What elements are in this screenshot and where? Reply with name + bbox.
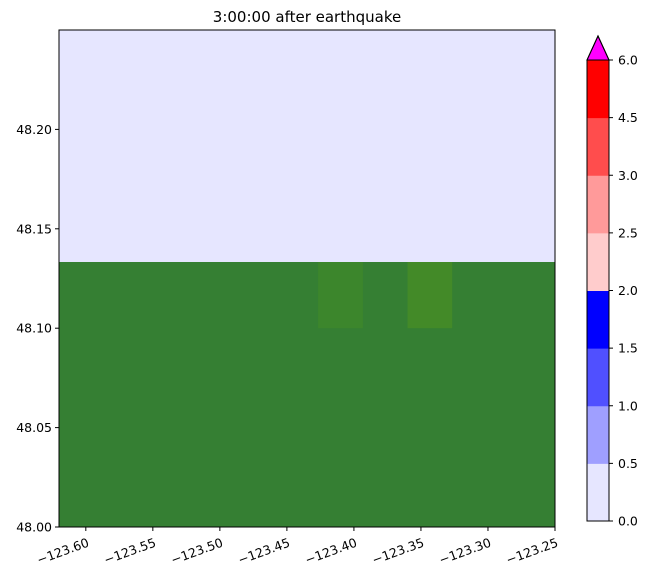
colorbar-segment xyxy=(587,117,609,176)
colorbar-tick-label: 2.5 xyxy=(618,225,638,240)
plot-area xyxy=(58,29,556,528)
x-tick-label: −123.45 xyxy=(236,535,292,568)
colorbar-segment xyxy=(587,290,609,349)
colorbar-frame xyxy=(586,34,610,522)
colorbar-segment xyxy=(587,348,609,407)
colorbar-segment xyxy=(587,405,609,464)
colorbar-segment xyxy=(587,232,609,291)
y-tick-label: 48.15 xyxy=(16,221,52,236)
colorbar-tick-label: 3.0 xyxy=(618,168,638,183)
x-tick-label: −123.50 xyxy=(169,535,225,568)
x-axis: −123.60 −123.55 −123.50 −123.45 −123.40 −123.… xyxy=(35,527,560,567)
y-axis: 48.00 48.05 48.10 48.15 48.20 xyxy=(16,122,59,535)
plot-frame xyxy=(58,29,556,528)
x-tick-label: −123.25 xyxy=(504,535,560,568)
x-tick-label: −123.40 xyxy=(303,535,359,568)
y-tick-label: 48.20 xyxy=(16,122,52,137)
data-region-1 xyxy=(59,261,555,527)
colorbar-tick-label: 2.0 xyxy=(618,283,638,298)
colorbar-tick-label: 1.5 xyxy=(618,341,638,356)
colorbar-segment xyxy=(587,60,609,119)
colorbar-tick-label: 0.0 xyxy=(618,514,638,529)
colorbar-segment xyxy=(587,463,609,522)
y-tick-label: 48.10 xyxy=(16,321,52,336)
y-tick-label: 48.00 xyxy=(16,520,52,535)
colorbar: 0.0 0.5 1.0 1.5 2.0 2.5 3.0 4.5 6.0 xyxy=(586,34,638,529)
y-tick-label: 48.05 xyxy=(16,420,52,435)
x-tick-label: −123.30 xyxy=(437,535,493,568)
data-region-3 xyxy=(407,261,453,329)
x-tick-label: −123.35 xyxy=(370,535,426,568)
x-tick-label: −123.55 xyxy=(102,535,158,568)
data-region-0 xyxy=(59,30,555,262)
colorbar-tick-label: 1.0 xyxy=(618,398,638,413)
chart-title: 3:00:00 after earthquake xyxy=(213,8,401,26)
data-region-2 xyxy=(318,261,363,329)
colorbar-tick-label: 4.5 xyxy=(618,110,638,125)
colorbar-extend-arrow xyxy=(586,34,610,61)
x-tick-label: −123.60 xyxy=(35,535,91,568)
colorbar-tick-label: 0.5 xyxy=(618,456,638,471)
colorbar-tick-label: 6.0 xyxy=(618,53,638,68)
colorbar-segment xyxy=(587,175,609,234)
